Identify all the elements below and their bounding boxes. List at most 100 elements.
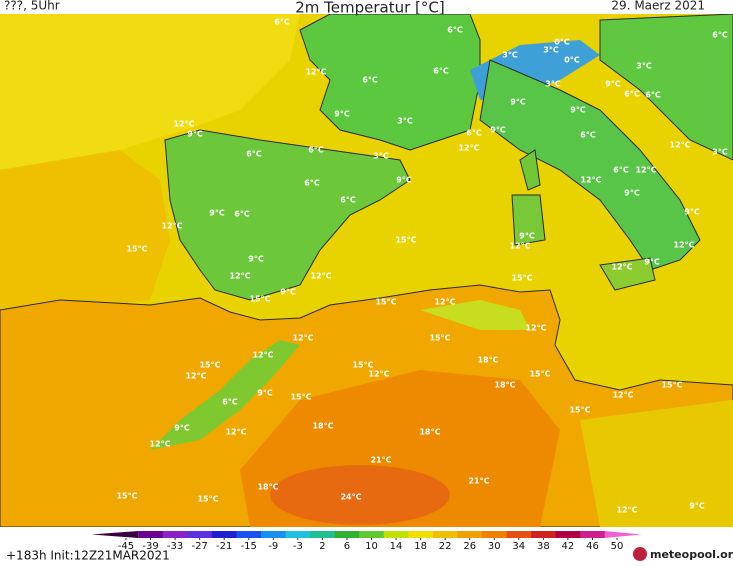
colorbar-tick-label: 14 xyxy=(390,541,403,552)
colorbar-swatch xyxy=(555,531,581,538)
map-date: 29. Maerz 2021 xyxy=(611,0,705,13)
temperature-label: 9°C xyxy=(519,232,535,241)
map xyxy=(0,13,733,528)
colorbar-tick-label: 34 xyxy=(512,541,525,552)
temperature-label: 6°C xyxy=(447,26,463,35)
colorbar-tick-label: -15 xyxy=(241,541,257,552)
run-info: +183h Init:12Z21MAR2021 xyxy=(6,549,170,563)
temperature-label: 6°C xyxy=(308,146,324,155)
temperature-label: 6°C xyxy=(274,18,290,27)
temperature-label: 12°C xyxy=(229,272,250,281)
colorbar-tick-label: -21 xyxy=(216,541,232,552)
colorbar-tick-label: 6 xyxy=(344,541,350,552)
colorbar-swatch xyxy=(138,531,164,538)
temperature-label: 12°C xyxy=(185,372,206,381)
temperature-label: 21°C xyxy=(370,456,391,465)
corsica xyxy=(519,149,541,191)
temperature-label: 15°C xyxy=(199,361,220,370)
temperature-label: 12°C xyxy=(612,391,633,400)
sardinia xyxy=(511,194,546,246)
temperature-label: 24°C xyxy=(340,493,361,502)
colorbar-swatch xyxy=(481,531,508,538)
colorbar-tick-label: 10 xyxy=(365,541,378,552)
colorbar-tick-label: 46 xyxy=(586,541,599,552)
colorbar-tick-label: -9 xyxy=(268,541,278,552)
colorbar-tick-label: -33 xyxy=(167,541,183,552)
map-title: 2m Temperatur [°C] xyxy=(295,0,445,17)
temperature-label: 15°C xyxy=(661,381,682,390)
temperature-label: 15°C xyxy=(290,393,311,402)
colorbar-swatch xyxy=(310,531,336,538)
temperature-label: 6°C xyxy=(340,196,356,205)
colorbar-tick-label: 26 xyxy=(463,541,476,552)
temperature-label: 9°C xyxy=(689,502,705,511)
temperature-label: 15°C xyxy=(126,245,147,254)
temperature-label: 3°C xyxy=(636,62,652,71)
temperature-label: 18°C xyxy=(419,428,440,437)
temperature-label: 6°C xyxy=(613,166,629,175)
colorbar-swatch xyxy=(236,531,262,538)
temperature-label: 6°C xyxy=(580,131,596,140)
colorbar-swatch xyxy=(334,531,360,538)
temperature-label: 12°C xyxy=(509,242,530,251)
atlantic xyxy=(0,14,300,170)
temperature-label: 6°C xyxy=(362,76,378,85)
temperature-label: 9°C xyxy=(684,208,700,217)
colorbar-tick-label: 38 xyxy=(537,541,550,552)
sicily xyxy=(599,257,656,291)
temperature-label: 3°C xyxy=(397,117,413,126)
colorbar-swatch xyxy=(285,531,311,538)
colorbar-tick-label: -27 xyxy=(191,541,207,552)
temperature-label: 9°C xyxy=(257,389,273,398)
temperature-label: 6°C xyxy=(222,398,238,407)
temperature-label: 12°C xyxy=(525,324,546,333)
iberia xyxy=(164,129,411,301)
france xyxy=(299,13,481,151)
temperature-label: 12°C xyxy=(252,351,273,360)
temperature-label: 12°C xyxy=(173,120,194,129)
temperature-label: 15°C xyxy=(116,492,137,501)
balkans xyxy=(599,13,733,161)
colorbar-tick-label: 18 xyxy=(414,541,427,552)
temperature-label: 6°C xyxy=(645,91,661,100)
temperature-label: 15°C xyxy=(197,495,218,504)
temperature-label: 18°C xyxy=(312,422,333,431)
colorbar-swatch xyxy=(162,531,188,538)
temperature-label: 12°C xyxy=(161,222,182,231)
run-time: ???, 5Uhr xyxy=(4,0,60,13)
colorbar-swatch xyxy=(261,531,287,538)
temperature-label: 6°C xyxy=(246,150,262,159)
colorbar-swatch xyxy=(506,531,532,538)
atlas xyxy=(150,340,300,450)
temperature-label: 15°C xyxy=(395,236,416,245)
temperature-label: 12°C xyxy=(635,166,656,175)
atlas-east xyxy=(420,300,530,330)
temperature-label: 6°C xyxy=(466,129,482,138)
temperature-label: 12°C xyxy=(292,334,313,343)
colorbar-tick-label: 2 xyxy=(319,541,325,552)
temperature-label: 3°C xyxy=(543,46,559,55)
temperature-label: 15°C xyxy=(429,334,450,343)
temperature-label: 15°C xyxy=(529,370,550,379)
temperature-label: 6°C xyxy=(433,67,449,76)
temperature-label: 12°C xyxy=(149,440,170,449)
colorbar-swatch xyxy=(432,531,458,538)
hot-core xyxy=(270,465,450,525)
temperature-label: 9°C xyxy=(644,258,660,267)
colorbar-swatch xyxy=(187,531,213,538)
temperature-label: 12°C xyxy=(368,370,389,379)
top-bar xyxy=(0,0,733,14)
colorbar-tick-label: 22 xyxy=(439,541,452,552)
temperature-label: 15°C xyxy=(352,361,373,370)
temperature-label: 0°C xyxy=(564,56,580,65)
colorbar-tick-label: 30 xyxy=(488,541,501,552)
colorbar: -45 -39 -33 -27 -21 -15 -9 -3 2 6 10 14 18 22 26 30 34 38… xyxy=(91,531,642,552)
temperature-label: 9°C xyxy=(280,288,296,297)
temperature-label: 9°C xyxy=(396,176,412,185)
temperature-label: 12°C xyxy=(673,241,694,250)
temperature-label: 12°C xyxy=(580,176,601,185)
temperature-label: 21°C xyxy=(468,477,489,486)
colorbar-swatch xyxy=(457,531,483,538)
colorbar-swatch xyxy=(211,531,237,538)
